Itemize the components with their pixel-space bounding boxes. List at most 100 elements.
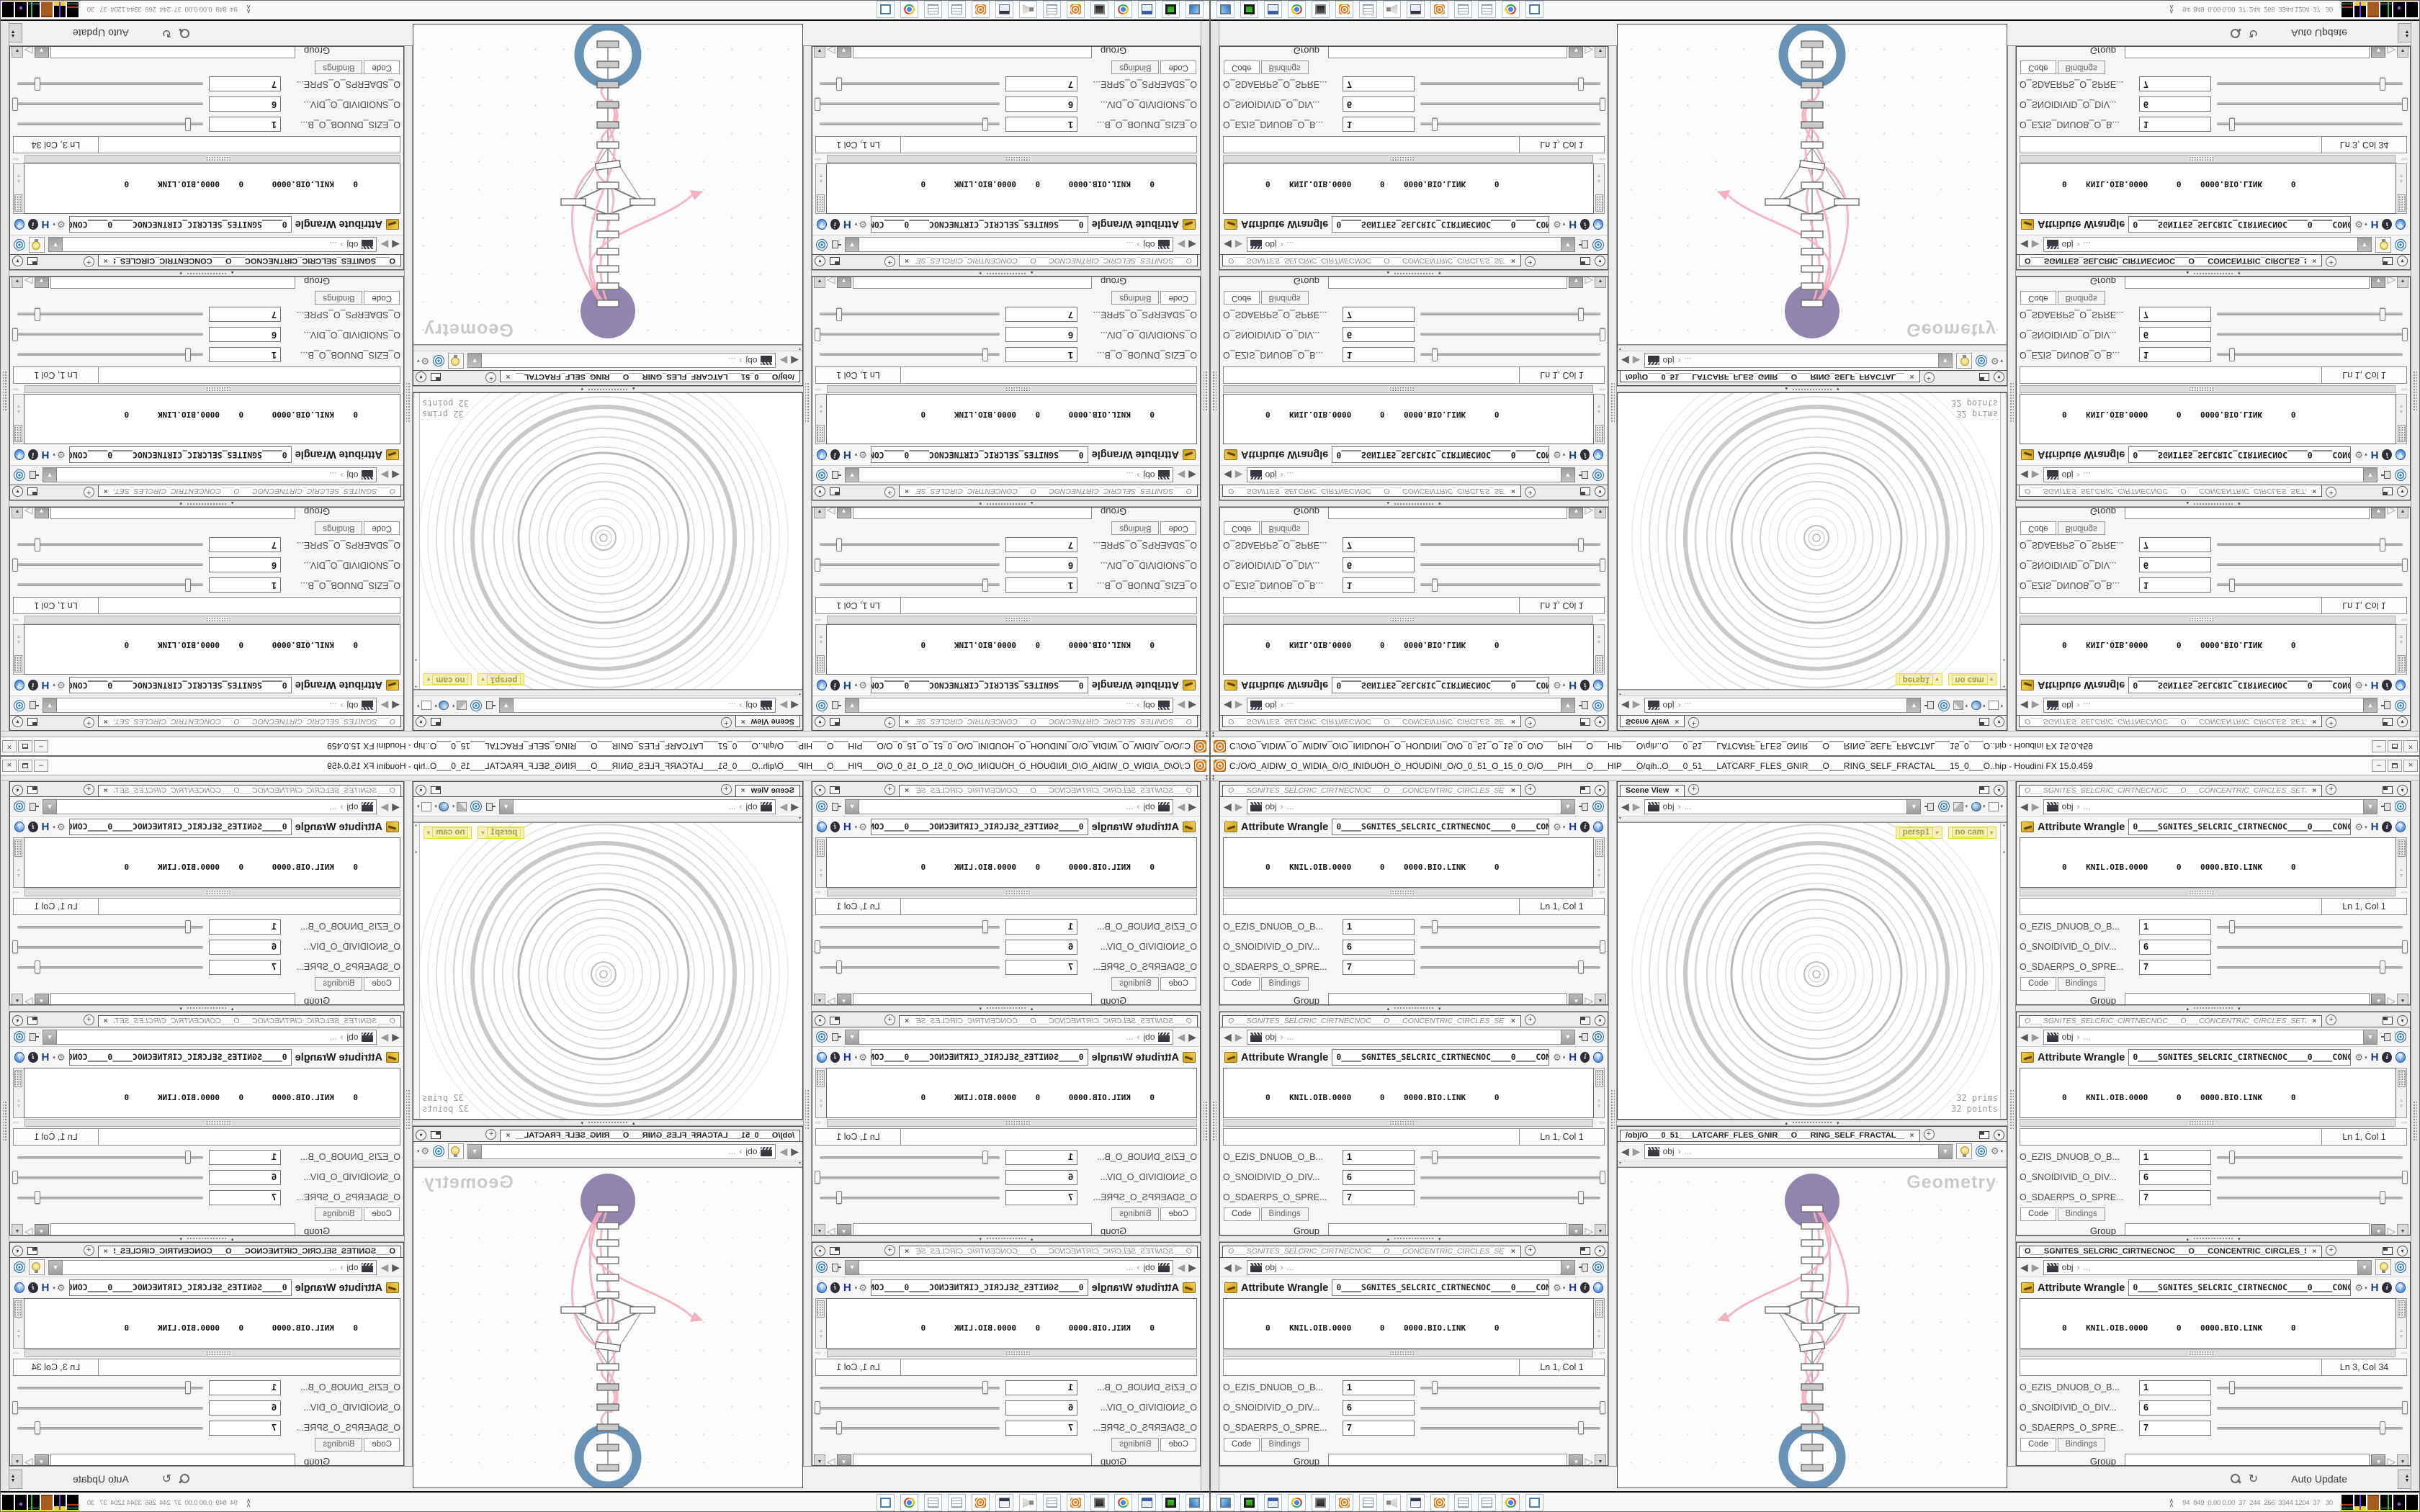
- pane-menu-icon[interactable]: ▾: [815, 256, 825, 266]
- tab-bindings[interactable]: Bindings: [1111, 291, 1160, 305]
- param-slider[interactable]: [815, 117, 1000, 132]
- back-icon[interactable]: ◀: [1224, 239, 1232, 251]
- tab-wrangle-settings[interactable]: O___SGNITES_SELCRIC_CIRTNECNOC___O___CON…: [899, 1246, 1198, 1257]
- param-slider[interactable]: [815, 919, 1000, 934]
- image-frame-taskbar-icon[interactable]: [877, 1, 895, 18]
- path-dropdown-icon[interactable]: ▼: [1561, 1030, 1574, 1044]
- path-dropdown-icon[interactable]: ▼: [1561, 467, 1574, 483]
- close-tab-icon[interactable]: ×: [2312, 256, 2317, 265]
- auto-update-label[interactable]: Auto Update: [2291, 27, 2347, 39]
- close-tab-icon[interactable]: ×: [506, 1131, 511, 1140]
- shading-mode-cube-icon[interactable]: [1953, 801, 1964, 811]
- wrangle-node-icon[interactable]: [1224, 1282, 1237, 1293]
- new-tab-button[interactable]: +: [83, 1245, 94, 1256]
- shading-mode-cube-icon[interactable]: [1953, 701, 1964, 711]
- group-pick-arrow-icon[interactable]: ▷: [2387, 994, 2396, 1005]
- tab-bindings[interactable]: Bindings: [1111, 977, 1160, 991]
- tab-wrangle-settings[interactable]: O___SGNITES_SELCRIC_CIRTNECNOC___O___CON…: [97, 785, 401, 796]
- pane-corner-scroll[interactable]: ▼: [2397, 46, 2408, 58]
- floppy-64-taskbar-icon[interactable]: 64: [1138, 1, 1156, 18]
- houdini-taskbar-icon[interactable]: [1335, 1494, 1353, 1511]
- pin-icon[interactable]: [831, 471, 841, 480]
- param-slider[interactable]: [2217, 558, 2408, 572]
- close-tab-icon[interactable]: ×: [1511, 1017, 1515, 1025]
- houdini-help-h-icon[interactable]: H: [2370, 679, 2379, 691]
- tab-code[interactable]: Code: [2020, 1207, 2056, 1221]
- param-value-field[interactable]: 6: [1005, 939, 1077, 955]
- horizontal-scrollbar[interactable]: ◃ ▹: [1223, 888, 1605, 896]
- vex-code[interactable]: 0 KNIL.OIB.0000 0 0000.BIO.LINK 0 0 OC.D…: [1223, 163, 1594, 214]
- path-dropdown-icon[interactable]: ▼: [846, 1029, 859, 1045]
- network-collapse-strip[interactable]: ▾: [413, 1161, 802, 1167]
- camera-persp-label[interactable]: persp1 ▾: [1895, 827, 1942, 839]
- help-icon[interactable]: ?: [2396, 680, 2406, 690]
- pane-edge-left[interactable]: [1201, 781, 1209, 1491]
- pane-menu-icon[interactable]: ▾: [2397, 785, 2408, 796]
- help-icon[interactable]: ?: [816, 1282, 827, 1293]
- new-tab-button[interactable]: +: [2326, 1245, 2337, 1256]
- close-tab-icon[interactable]: ×: [2312, 1247, 2317, 1256]
- forward-icon[interactable]: ▶: [380, 700, 389, 711]
- pane-splitter[interactable]: ▴ ▾: [1617, 386, 2007, 392]
- back-icon[interactable]: ◀: [392, 801, 400, 812]
- magnifier-icon[interactable]: [179, 27, 190, 39]
- group-pick-arrow-icon[interactable]: ▷: [1585, 507, 1593, 518]
- param-value-field[interactable]: 7: [1343, 76, 1415, 92]
- scroll-grip[interactable]: [1005, 617, 1031, 622]
- pane-menu-icon[interactable]: ▾: [416, 785, 426, 796]
- forward-icon[interactable]: ▶: [779, 801, 788, 812]
- wrangle-node-icon[interactable]: [2021, 449, 2034, 460]
- maximize-pane-icon[interactable]: [1580, 786, 1590, 794]
- group-dropdown-icon[interactable]: ▼: [34, 507, 49, 519]
- gear-icon[interactable]: ⚙: [859, 680, 867, 691]
- horizontal-scrollbar[interactable]: ◃ ▹: [815, 385, 1197, 393]
- scroll-grip[interactable]: [1005, 890, 1031, 895]
- camera-persp-label[interactable]: persp1 ▾: [478, 673, 525, 685]
- scroll-grip[interactable]: [2397, 655, 2406, 672]
- horizontal-scrollbar[interactable]: ◃ ▹: [12, 1349, 400, 1357]
- scroll-grip[interactable]: [207, 1351, 231, 1356]
- param-value-field[interactable]: 1: [209, 577, 281, 593]
- node-name-field[interactable]: 0____SGNITES_SELCRIC_CIRTNECNOC____0____…: [2128, 216, 2352, 233]
- radial-menu-icon[interactable]: [14, 1261, 25, 1273]
- scroll-grip[interactable]: [2189, 1120, 2213, 1125]
- param-value-field[interactable]: 1: [1343, 1380, 1415, 1395]
- node-name-field[interactable]: 0____SGNITES_SELCRIC_CIRTNECNOC____0____…: [1332, 1279, 1550, 1296]
- node-name-field[interactable]: 0____SGNITES_SELCRIC_CIRTNECNOC____0____…: [1332, 819, 1550, 835]
- path-dropdown-icon[interactable]: ▼: [2363, 467, 2377, 483]
- vertical-scrollbar[interactable]: ▵ ▿: [815, 163, 826, 214]
- pane-splitter[interactable]: ▴ ▾: [812, 270, 1201, 276]
- tab-bindings[interactable]: Bindings: [315, 977, 363, 991]
- gear-icon[interactable]: ⚙: [56, 1051, 66, 1063]
- info-icon[interactable]: i: [830, 822, 840, 832]
- houdini-help-h-icon[interactable]: H: [1569, 449, 1577, 461]
- path-dropdown-icon[interactable]: ▼: [499, 698, 514, 714]
- help-icon[interactable]: ?: [1593, 822, 1604, 832]
- group-field[interactable]: [2125, 1454, 2370, 1465]
- path-field[interactable]: obj › ... ▼: [845, 1029, 1174, 1045]
- node-name-field[interactable]: 0____SGNITES_SELCRIC_CIRTNECNOC____0____…: [870, 446, 1088, 463]
- path-field[interactable]: obj › ... ▼: [2043, 467, 2378, 483]
- viewport-layout-icon[interactable]: [1989, 801, 1999, 811]
- pane-menu-icon[interactable]: ▾: [12, 1015, 23, 1026]
- help-icon[interactable]: ?: [1593, 449, 1604, 460]
- group-dropdown-icon[interactable]: ▼: [1569, 1223, 1584, 1235]
- maximize-pane-icon[interactable]: [1979, 718, 1989, 726]
- speaker-taskbar-icon[interactable]: [1019, 1, 1037, 18]
- scroll-grip[interactable]: [2189, 387, 2213, 392]
- param-value-field[interactable]: 7: [1005, 537, 1077, 553]
- scroll-grip[interactable]: [1595, 840, 1603, 857]
- houdini-help-h-icon[interactable]: H: [1569, 1282, 1577, 1294]
- new-tab-button[interactable]: +: [1923, 372, 1935, 383]
- tab-bindings[interactable]: Bindings: [315, 60, 363, 74]
- network-collapse-strip[interactable]: ▾: [413, 345, 802, 351]
- lamp-icon[interactable]: [29, 237, 45, 253]
- tab-network-editor[interactable]: /obj/O___0_51___LATCARF_FLES_GNIR___O___…: [1620, 1130, 1920, 1141]
- horizontal-scrollbar[interactable]: ◃ ▹: [2020, 1119, 2408, 1127]
- horizontal-scrollbar[interactable]: ◃ ▹: [12, 1119, 400, 1127]
- close-tab-icon[interactable]: ×: [1675, 717, 1680, 726]
- tab-wrangle-settings[interactable]: O___SGNITES_SELCRIC_CIRTNECNOC___O___CON…: [899, 485, 1198, 497]
- notepad-taskbar-icon[interactable]: [948, 1494, 966, 1511]
- back-icon[interactable]: ◀: [2020, 801, 2028, 812]
- pane-splitter[interactable]: ▴ ▾: [1219, 270, 1608, 276]
